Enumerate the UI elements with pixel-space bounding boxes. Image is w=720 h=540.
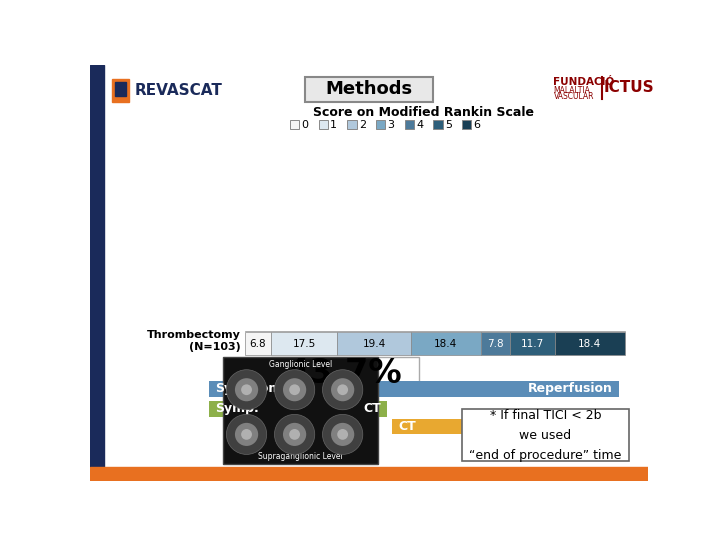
- Text: Reperfusion: Reperfusion: [528, 420, 613, 433]
- Circle shape: [289, 429, 300, 440]
- Circle shape: [283, 423, 306, 446]
- Circle shape: [226, 414, 266, 455]
- Bar: [347, 120, 356, 130]
- Text: Symp.: Symp.: [215, 402, 258, 415]
- Text: 1: 1: [330, 120, 337, 130]
- Text: 7.8: 7.8: [487, 339, 504, 348]
- Text: VASCULAR: VASCULAR: [554, 92, 594, 101]
- Bar: [271, 332, 337, 355]
- Circle shape: [323, 414, 363, 455]
- Bar: [510, 332, 555, 355]
- Bar: [462, 120, 472, 130]
- Text: CT: CT: [398, 420, 416, 433]
- Bar: [405, 120, 414, 130]
- Bar: [112, 79, 129, 102]
- Bar: [114, 82, 126, 96]
- Circle shape: [274, 414, 315, 455]
- Circle shape: [323, 370, 363, 410]
- Circle shape: [331, 423, 354, 446]
- Bar: [223, 357, 378, 464]
- Bar: [376, 120, 385, 130]
- Bar: [209, 401, 387, 417]
- Circle shape: [226, 370, 266, 410]
- Text: REVASCAT: REVASCAT: [134, 83, 222, 98]
- Circle shape: [283, 378, 306, 401]
- Text: MALALTIA: MALALTIA: [554, 86, 590, 96]
- Text: Methods: Methods: [325, 80, 413, 98]
- Bar: [433, 120, 443, 130]
- FancyBboxPatch shape: [305, 77, 433, 102]
- Text: Thrombectomy
(N=103): Thrombectomy (N=103): [148, 330, 241, 352]
- Text: Reperfusion: Reperfusion: [528, 382, 613, 395]
- Bar: [319, 120, 328, 130]
- Text: CT: CT: [363, 402, 381, 415]
- Text: Ganglionic Level: Ganglionic Level: [269, 361, 333, 369]
- Text: Score on Modified Rankin Scale: Score on Modified Rankin Scale: [312, 106, 534, 119]
- Text: ICTUS: ICTUS: [604, 80, 654, 96]
- Text: 19.4: 19.4: [362, 339, 386, 348]
- Text: 18.4: 18.4: [578, 339, 601, 348]
- Bar: [337, 332, 411, 355]
- Circle shape: [331, 378, 354, 401]
- Bar: [462, 409, 629, 461]
- Bar: [481, 332, 510, 355]
- Text: FUNDACIÓ: FUNDACIÓ: [554, 77, 615, 87]
- Bar: [555, 332, 625, 355]
- Text: 3: 3: [387, 120, 395, 130]
- Text: Symptom: Symptom: [215, 382, 281, 395]
- Text: 11.7: 11.7: [521, 339, 544, 348]
- Circle shape: [289, 384, 300, 395]
- Circle shape: [337, 384, 348, 395]
- Circle shape: [337, 429, 348, 440]
- Bar: [392, 419, 619, 434]
- Bar: [271, 356, 419, 390]
- Text: 0: 0: [302, 120, 309, 130]
- Circle shape: [241, 429, 252, 440]
- Text: 43.7%: 43.7%: [287, 357, 402, 390]
- Text: 18.4: 18.4: [434, 339, 457, 348]
- Circle shape: [274, 370, 315, 410]
- Bar: [90, 467, 648, 481]
- Bar: [90, 65, 104, 481]
- Text: 5: 5: [445, 120, 452, 130]
- Bar: [209, 381, 619, 397]
- Bar: [245, 332, 271, 355]
- Text: 6.8: 6.8: [250, 339, 266, 348]
- Text: 6: 6: [474, 120, 481, 130]
- Circle shape: [241, 384, 252, 395]
- Circle shape: [235, 378, 258, 401]
- Bar: [290, 120, 300, 130]
- Text: Supraganglionic Level: Supraganglionic Level: [258, 451, 343, 461]
- Text: 17.5: 17.5: [292, 339, 315, 348]
- Text: * If final TICI < 2b
we used
“end of procedure” time: * If final TICI < 2b we used “end of pro…: [469, 409, 621, 462]
- Circle shape: [235, 423, 258, 446]
- Text: 2: 2: [359, 120, 366, 130]
- Bar: [411, 332, 481, 355]
- Text: 4: 4: [416, 120, 423, 130]
